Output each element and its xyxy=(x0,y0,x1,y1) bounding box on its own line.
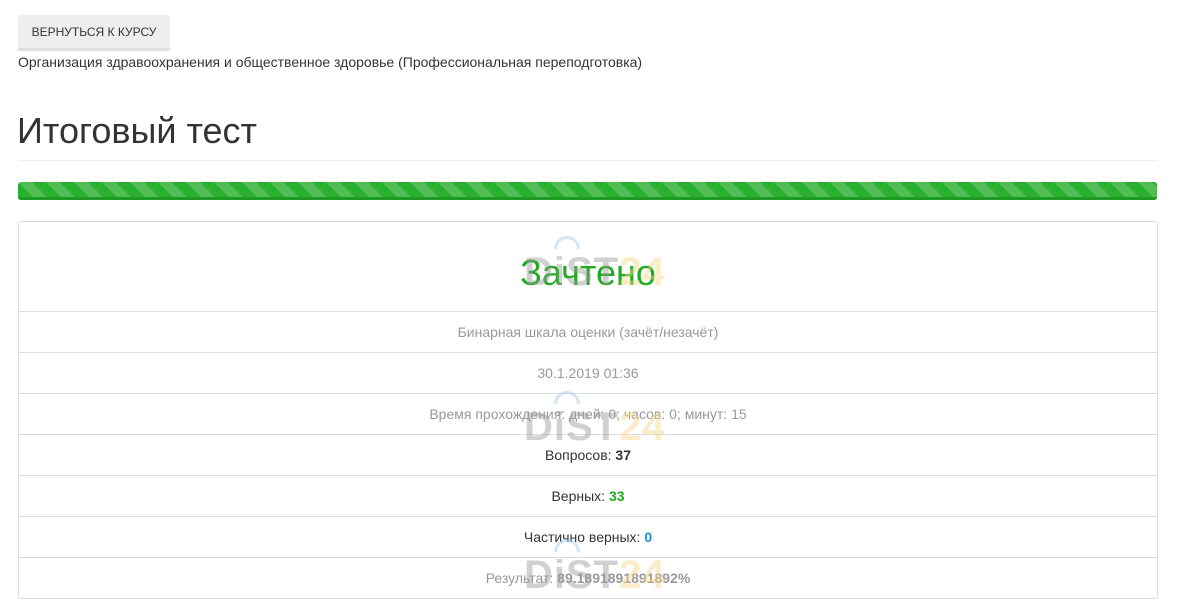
back-to-course-button[interactable]: ВЕРНУТЬСЯ К КУРСУ xyxy=(18,15,170,51)
progress-fill xyxy=(18,182,1157,200)
grading-scale: Бинарная шкала оценки (зачёт/незачёт) xyxy=(19,312,1157,353)
duration: Время прохождения: дней: 0; часов: 0; ми… xyxy=(19,394,1157,435)
questions-count: Вопросов: 37 xyxy=(19,435,1157,476)
course-name: Организация здравоохранения и общественн… xyxy=(18,54,643,70)
score: Результат: 89.1891891891892% xyxy=(19,558,1157,599)
label: Верных: xyxy=(551,488,609,504)
result-panel: Зачтено Бинарная шкала оценки (зачёт/нез… xyxy=(18,221,1158,599)
value: 37 xyxy=(615,447,631,463)
result-status: Зачтено xyxy=(19,222,1157,312)
label: Результат: xyxy=(485,570,558,586)
completion-date: 30.1.2019 01:36 xyxy=(19,353,1157,394)
divider xyxy=(18,160,1157,161)
page-title: Итоговый тест xyxy=(17,110,258,151)
value: 0 xyxy=(644,529,653,545)
progress-bar xyxy=(18,182,1157,200)
value: 89.1891891891892% xyxy=(557,570,691,586)
label: Вопросов: xyxy=(544,447,616,463)
label: Частично верных: xyxy=(523,529,645,545)
correct-count: Верных: 33 xyxy=(19,476,1157,517)
value: 33 xyxy=(608,488,625,504)
partial-count: Частично верных: 0 xyxy=(19,517,1157,558)
